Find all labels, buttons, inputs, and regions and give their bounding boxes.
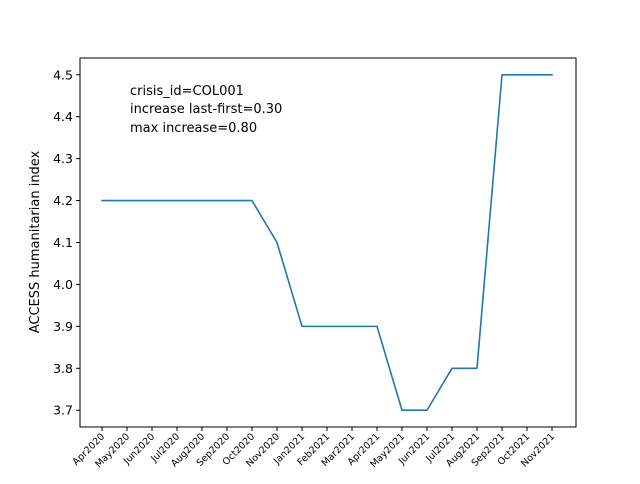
y-tick-label: 4.4 xyxy=(53,109,73,124)
annotation-increase-last-first: increase last-first=0.30 xyxy=(130,102,282,117)
plot-frame xyxy=(79,57,577,428)
y-tick-label: 4.0 xyxy=(53,277,73,292)
y-tick-label: 4.2 xyxy=(53,193,73,208)
y-tick-label: 3.7 xyxy=(53,403,73,418)
y-tick-label: 4.5 xyxy=(53,67,73,82)
series-line xyxy=(101,73,553,412)
y-tick-label: 3.9 xyxy=(53,319,73,334)
y-tick-label: 4.3 xyxy=(53,151,73,166)
annotation-max-increase: max increase=0.80 xyxy=(130,121,257,136)
y-tick-label: 3.8 xyxy=(53,361,73,376)
annotation-crisis-id: crisis_id=COL001 xyxy=(130,84,244,99)
y-axis-label: ACCESS humanitarian index xyxy=(28,150,43,333)
y-tick-label: 4.1 xyxy=(53,235,73,250)
